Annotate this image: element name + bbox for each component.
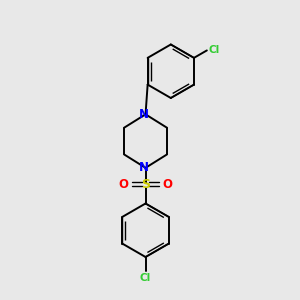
Text: Cl: Cl: [140, 273, 151, 283]
Text: N: N: [139, 108, 149, 121]
Text: Cl: Cl: [208, 45, 220, 56]
Text: O: O: [118, 178, 128, 191]
Text: O: O: [163, 178, 173, 191]
Text: N: N: [139, 161, 149, 174]
Text: S: S: [141, 178, 150, 191]
